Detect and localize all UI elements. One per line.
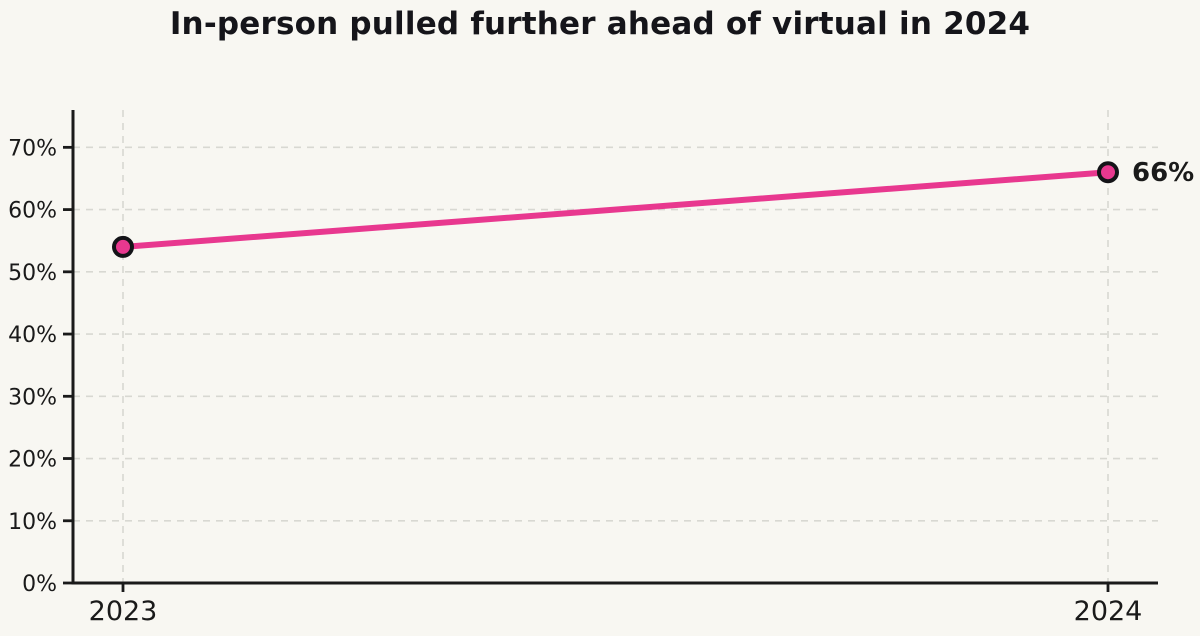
x-tick-label: 2024 (1074, 596, 1143, 627)
y-tick-label: 60% (8, 199, 57, 224)
y-tick-label: 0% (22, 572, 57, 597)
x-tick-label: 2023 (89, 596, 158, 627)
y-tick-label: 50% (8, 261, 57, 286)
data-point (1097, 161, 1119, 184)
data-point-label: 66% (1132, 158, 1194, 188)
series-line (120, 169, 1111, 250)
y-tick-label: 40% (8, 323, 57, 348)
y-tick-label: 70% (8, 136, 57, 161)
data-point (112, 235, 134, 258)
y-tick-label: 10% (8, 510, 57, 535)
chart-title: In-person pulled further ahead of virtua… (169, 6, 1031, 42)
y-tick-label: 30% (8, 385, 57, 410)
y-tick-label: 20% (8, 448, 57, 473)
